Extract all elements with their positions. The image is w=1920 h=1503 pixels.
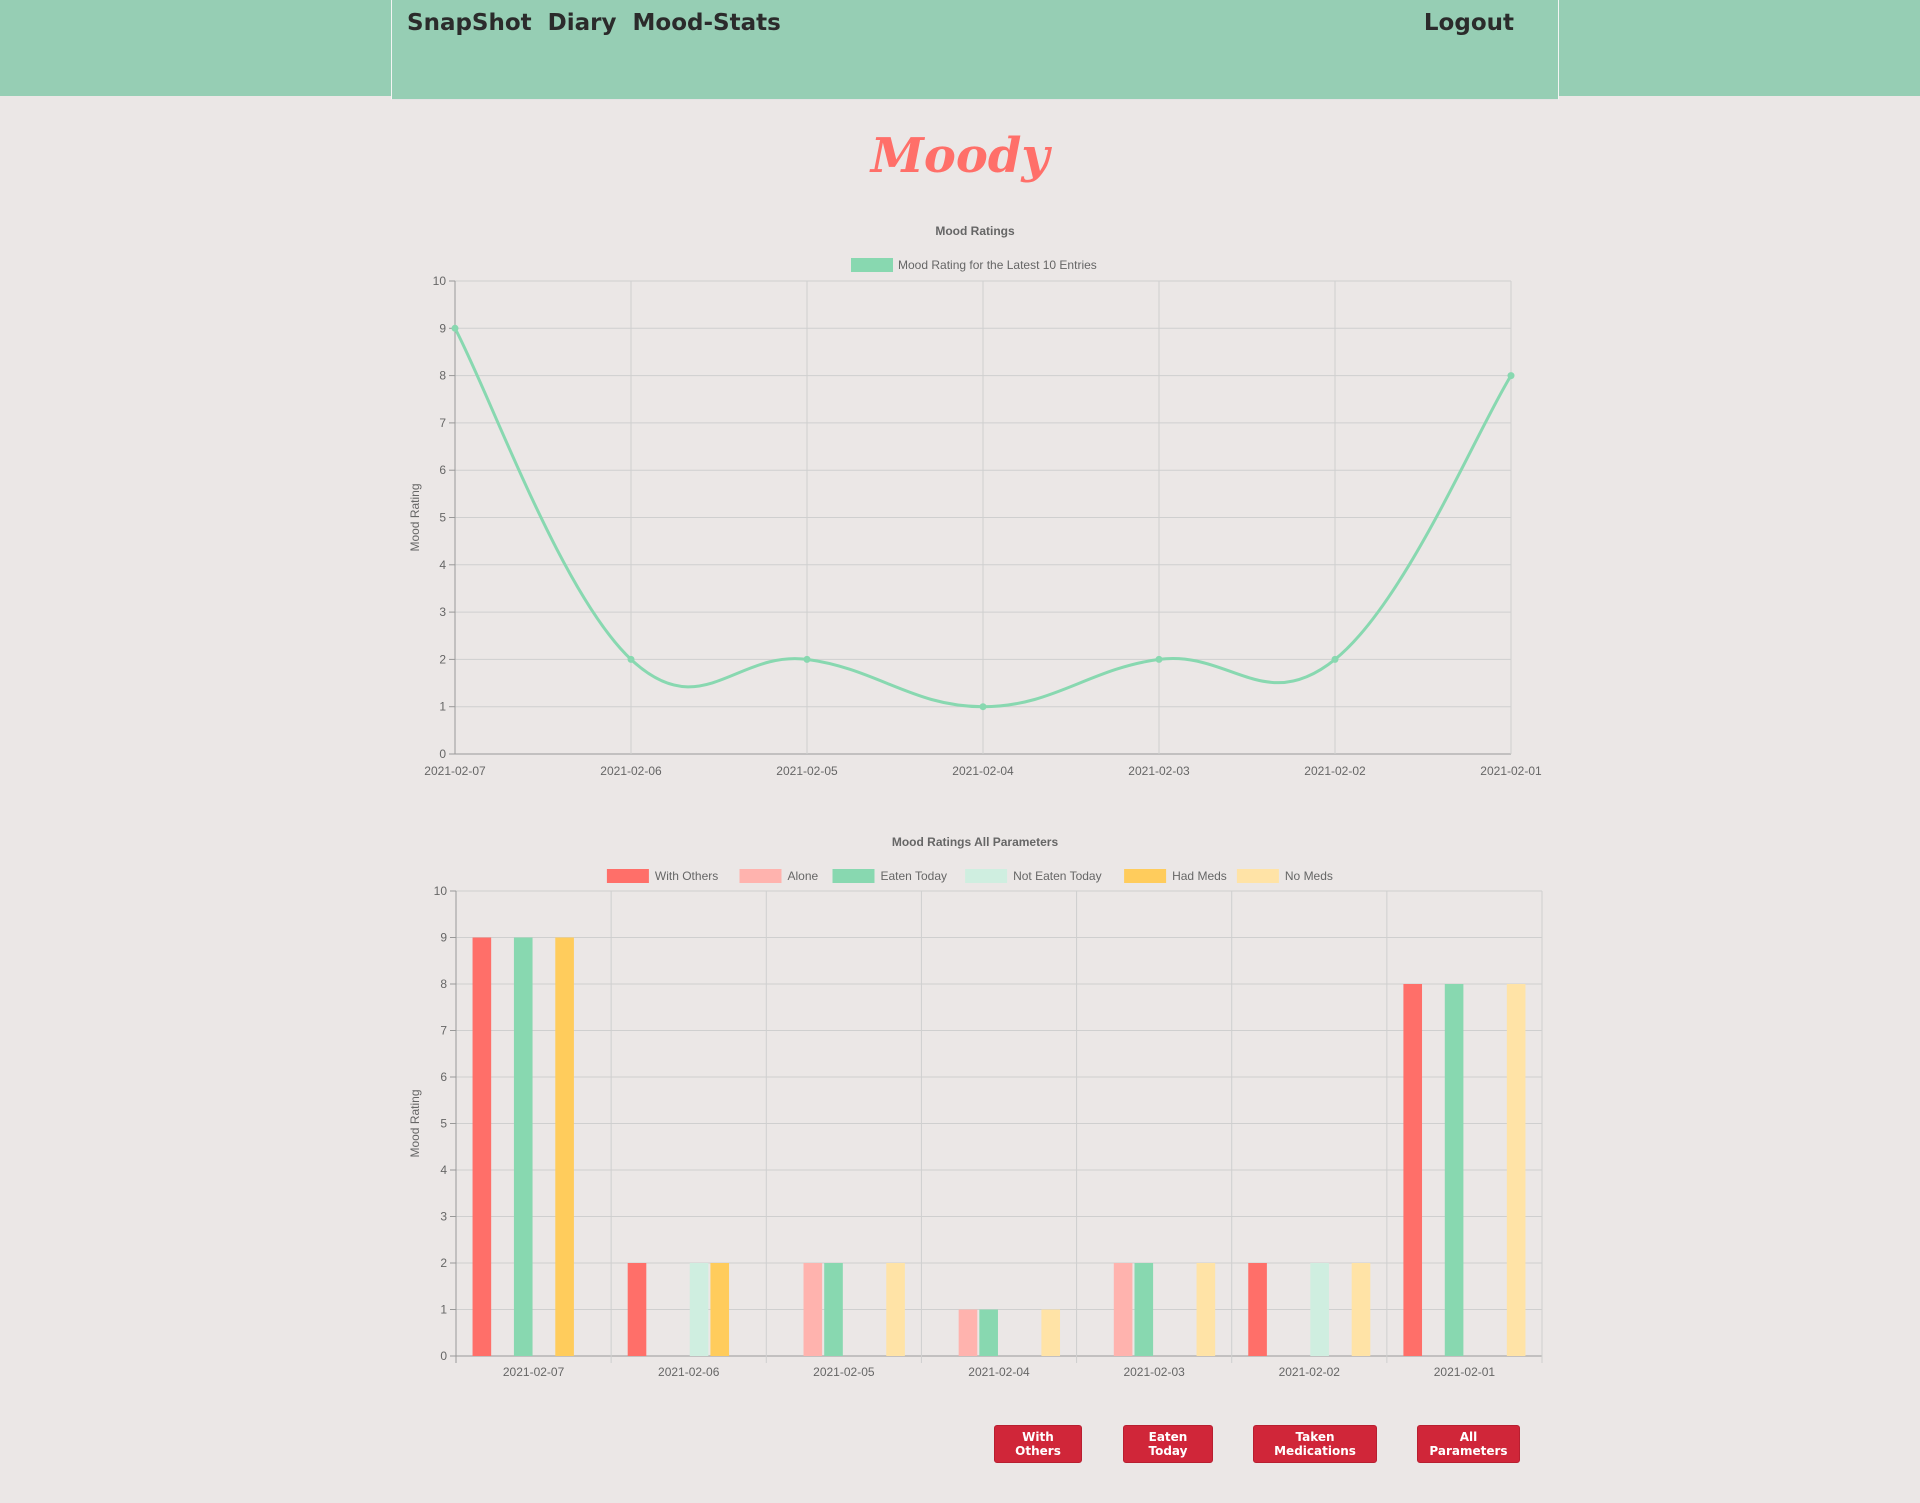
x-tick-label: 2021-02-03 — [1123, 1365, 1185, 1379]
x-tick-label: 2021-02-05 — [813, 1365, 875, 1379]
y-tick-label: 2 — [440, 1256, 447, 1270]
bar — [1113, 1263, 1133, 1356]
bar — [886, 1263, 905, 1356]
y-tick-label: 8 — [440, 977, 447, 991]
data-point — [979, 703, 987, 711]
bar — [1196, 1263, 1216, 1356]
chart-title: Mood Ratings — [935, 224, 1015, 238]
y-tick-label: 6 — [440, 1070, 447, 1084]
nav-container: SnapShot Diary Mood-Stats Logout — [391, 0, 1559, 100]
x-tick-label: 2021-02-05 — [776, 764, 838, 778]
legend-swatch — [851, 258, 893, 272]
data-point — [803, 655, 811, 663]
nav-link-snapshot[interactable]: SnapShot — [407, 10, 532, 36]
filter-buttons: With Others Eaten Today Taken Medication… — [0, 1425, 1920, 1463]
nav-link-mood-stats[interactable]: Mood-Stats — [632, 10, 781, 36]
data-point — [627, 655, 635, 663]
legend-label: With Others — [655, 869, 718, 883]
y-tick-label: 4 — [440, 1163, 447, 1177]
bar — [803, 1263, 823, 1356]
legend-swatch — [739, 869, 782, 883]
chart-legend: Mood Rating for the Latest 10 Entries — [851, 258, 1097, 272]
x-tick-label: 2021-02-07 — [424, 764, 486, 778]
x-tick-label: 2021-02-04 — [968, 1365, 1030, 1379]
mood-ratings-line-chart: Mood Ratings Mood Rating for the Latest 1… — [408, 224, 1542, 778]
data-point — [1331, 655, 1339, 663]
bar — [1444, 984, 1464, 1356]
y-tick-label: 0 — [440, 1349, 447, 1363]
bar — [513, 937, 533, 1356]
data-point — [1507, 372, 1515, 380]
bar — [1506, 984, 1526, 1356]
y-tick-label: 7 — [439, 416, 446, 430]
legend-swatch — [1236, 869, 1279, 883]
bar — [824, 1263, 843, 1356]
x-tick-label: 2021-02-01 — [1480, 764, 1542, 778]
legend-label: Had Meds — [1172, 869, 1227, 883]
y-axis-label: Mood Rating — [408, 483, 422, 551]
logout-link[interactable]: Logout — [1423, 10, 1514, 36]
x-tick-label: 2021-02-06 — [600, 764, 662, 778]
x-tick-label: 2021-02-02 — [1304, 764, 1366, 778]
with-others-button[interactable]: With Others — [994, 1425, 1082, 1463]
top-nav-bar: SnapShot Diary Mood-Stats Logout — [0, 0, 1920, 100]
x-tick-label: 2021-02-02 — [1279, 1365, 1341, 1379]
legend-label: Not Eaten Today — [1013, 869, 1102, 883]
nav-links: SnapShot Diary Mood-Stats — [407, 10, 781, 36]
data-point — [451, 324, 459, 332]
y-tick-label: 8 — [439, 369, 446, 383]
legend-swatch — [606, 869, 649, 883]
y-tick-label: 6 — [439, 463, 446, 477]
bar — [1351, 1263, 1371, 1356]
y-tick-label: 4 — [439, 558, 446, 572]
bar — [689, 1263, 709, 1356]
legend-label: Alone — [788, 869, 819, 883]
x-tick-label: 2021-02-04 — [952, 764, 1014, 778]
y-tick-label: 10 — [433, 274, 447, 288]
x-tick-label: 2021-02-01 — [1434, 1365, 1496, 1379]
bar — [1403, 984, 1423, 1356]
bar — [472, 937, 492, 1356]
y-tick-label: 3 — [439, 605, 446, 619]
all-parameters-button[interactable]: All Parameters — [1417, 1425, 1520, 1463]
bar — [710, 1263, 730, 1356]
y-tick-label: 9 — [440, 931, 447, 945]
nav-link-diary[interactable]: Diary — [547, 10, 617, 36]
y-tick-label: 1 — [439, 700, 446, 714]
brand-logo: Moody — [870, 128, 1050, 184]
x-tick-label: 2021-02-07 — [503, 1365, 565, 1379]
y-tick-label: 9 — [439, 321, 446, 335]
bar — [1310, 1263, 1329, 1356]
bar — [1248, 1263, 1267, 1356]
bar — [958, 1309, 978, 1356]
eaten-today-button[interactable]: Eaten Today — [1123, 1425, 1213, 1463]
chart-title: Mood Ratings All Parameters — [892, 835, 1059, 849]
y-tick-label: 1 — [440, 1303, 447, 1317]
y-tick-label: 2 — [439, 652, 446, 666]
x-tick-label: 2021-02-03 — [1128, 764, 1190, 778]
legend-label: Mood Rating for the Latest 10 Entries — [898, 258, 1097, 272]
y-tick-label: 5 — [440, 1117, 447, 1131]
y-tick-label: 10 — [434, 884, 448, 898]
legend-swatch — [1124, 869, 1167, 883]
data-point — [1155, 655, 1163, 663]
y-tick-label: 7 — [440, 1024, 447, 1038]
y-tick-label: 3 — [440, 1210, 447, 1224]
bar — [627, 1263, 647, 1356]
legend-swatch — [832, 869, 875, 883]
x-tick-label: 2021-02-06 — [658, 1365, 720, 1379]
mood-parameters-bar-chart: Mood Ratings All Parameters With Others Al… — [408, 835, 1543, 1379]
y-axis-label: Mood Rating — [408, 1089, 422, 1157]
legend-label: Eaten Today — [881, 869, 948, 883]
taken-medications-button[interactable]: Taken Medications — [1253, 1425, 1377, 1463]
legend-label: No Meds — [1285, 869, 1333, 883]
bar — [979, 1309, 998, 1356]
legend-swatch — [965, 869, 1008, 883]
chart-legend: With Others Alone Eaten Today Not Eaten Tod… — [606, 869, 1333, 883]
y-tick-label: 5 — [439, 511, 446, 525]
bar — [555, 937, 574, 1356]
bar — [1134, 1263, 1154, 1356]
y-tick-label: 0 — [439, 747, 446, 761]
bar — [1041, 1309, 1061, 1356]
